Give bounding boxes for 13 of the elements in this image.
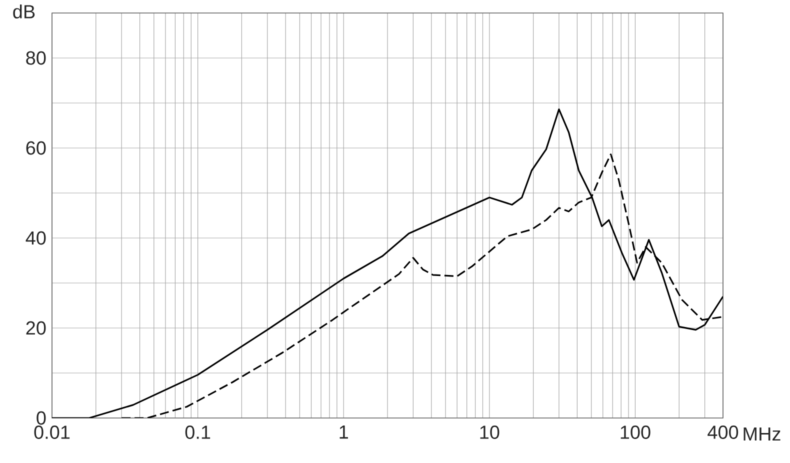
y-tick-label: 20 [26,321,46,335]
x-tick-label: 0.1 [185,426,210,439]
y-tick-label: 60 [26,141,46,155]
x-tick-label: 10 [480,426,500,439]
y-tick-label: 80 [26,51,46,65]
y-axis-title: dB [13,4,35,18]
x-axis-title: MHz [744,427,780,441]
x-tick-label: 100 [620,426,650,439]
y-tick-label: 0 [36,411,46,425]
x-tick-label: 0.01 [34,426,70,439]
y-tick-label: 40 [26,231,46,245]
x-tick-label: 1 [340,426,348,439]
x-tick-label: 400 [708,426,738,439]
